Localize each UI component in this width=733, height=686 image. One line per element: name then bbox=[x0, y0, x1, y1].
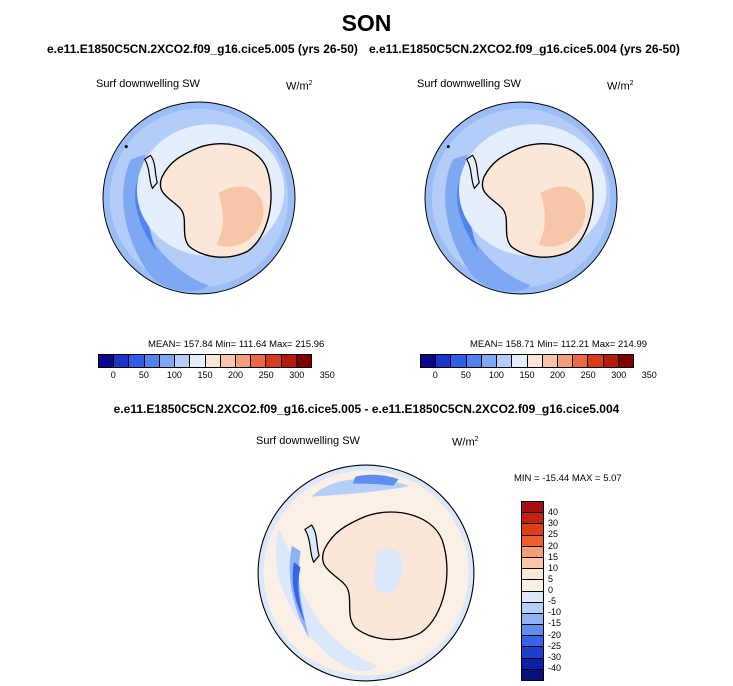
colorbar-swatch bbox=[557, 355, 574, 367]
colorbar-tick-label: 100 bbox=[166, 370, 182, 380]
right-units-label: W/m2 bbox=[607, 80, 634, 93]
right-polar-map bbox=[424, 101, 618, 295]
colorbar-tick-label: 50 bbox=[460, 370, 471, 380]
colorbar-swatch bbox=[114, 355, 130, 367]
colorbar-tick-label: 10 bbox=[548, 562, 559, 573]
colorbar-swatch bbox=[603, 355, 619, 367]
colorbar-swatch bbox=[522, 647, 543, 659]
left-polar-map bbox=[102, 101, 296, 295]
colorbar-swatch bbox=[451, 355, 467, 367]
left-case-header: e.e11.E1850C5CN.2XCO2.f09_g16.cice5.005 … bbox=[47, 42, 358, 56]
colorbar-swatch bbox=[235, 355, 252, 367]
figure-title: SON bbox=[341, 10, 392, 36]
left-units-label: W/m2 bbox=[286, 80, 313, 93]
colorbar-tick-label: 350 bbox=[319, 370, 335, 380]
colorbar-tick-label: 200 bbox=[228, 370, 244, 380]
colorbar-tick-label: 50 bbox=[138, 370, 149, 380]
colorbar-swatch bbox=[588, 355, 604, 367]
colorbar-tick-label: -10 bbox=[548, 607, 562, 618]
colorbar-swatch bbox=[205, 355, 221, 367]
colorbar-tick-label: 20 bbox=[548, 540, 559, 551]
colorbar-tick-label: 25 bbox=[548, 529, 559, 540]
right-variable-label: Surf downwelling SW bbox=[417, 78, 521, 90]
colorbar-swatch bbox=[527, 355, 543, 367]
right-colorbar: 0 50 100 150 200 250 300 350 bbox=[420, 354, 657, 380]
colorbar-swatch bbox=[618, 355, 634, 367]
colorbar-swatch bbox=[522, 613, 543, 626]
right-colorbar-ticks: 0 50 100 150 200 250 300 350 bbox=[420, 368, 657, 380]
colorbar-tick-label: -30 bbox=[548, 651, 562, 662]
colorbar-swatch bbox=[129, 355, 145, 367]
colorbar-swatch bbox=[522, 557, 543, 570]
colorbar-swatch bbox=[175, 355, 191, 367]
colorbar-tick-label: 350 bbox=[641, 370, 657, 380]
colorbar-swatch bbox=[522, 546, 543, 558]
colorbar-swatch bbox=[512, 355, 528, 367]
colorbar-tick-label: 5 bbox=[548, 573, 554, 584]
colorbar-swatch bbox=[522, 636, 543, 648]
colorbar-tick-label: 100 bbox=[488, 370, 504, 380]
colorbar-swatch bbox=[281, 355, 297, 367]
colorbar-tick-label: -5 bbox=[548, 596, 557, 607]
colorbar-tick-label: 0 bbox=[110, 370, 116, 380]
colorbar-tick-label: 15 bbox=[548, 551, 559, 562]
colorbar-tick-label: 200 bbox=[550, 370, 566, 380]
left-variable-label: Surf downwelling SW bbox=[96, 78, 200, 90]
colorbar-tick-label: -40 bbox=[548, 662, 562, 673]
colorbar-tick-label: 150 bbox=[197, 370, 213, 380]
colorbar-swatch bbox=[144, 355, 160, 367]
colorbar-tick-label: 300 bbox=[289, 370, 305, 380]
left-stats: MEAN= 157.84 Min= 111.64 Max= 215.96 bbox=[148, 339, 325, 350]
colorbar-tick-label: 300 bbox=[611, 370, 627, 380]
right-case-header: e.e11.E1850C5CN.2XCO2.f09_g16.cice5.004 … bbox=[369, 42, 680, 56]
colorbar-tick-label: 0 bbox=[432, 370, 438, 380]
diff-units-label: W/m2 bbox=[452, 436, 479, 449]
colorbar-swatch bbox=[522, 669, 543, 680]
colorbar-swatch bbox=[522, 513, 543, 525]
colorbar-swatch bbox=[522, 569, 543, 581]
diff-colorbar bbox=[521, 501, 544, 681]
colorbar-tick-label: 250 bbox=[258, 370, 274, 380]
colorbar-swatch bbox=[522, 502, 543, 514]
diff-title: e.e11.E1850C5CN.2XCO2.f09_g16.cice5.005 … bbox=[113, 402, 620, 416]
colorbar-swatch bbox=[466, 355, 482, 367]
colorbar-swatch bbox=[522, 602, 543, 614]
colorbar-swatch bbox=[159, 355, 176, 367]
left-colorbar: 0 50 100 150 200 250 300 350 bbox=[98, 354, 335, 380]
colorbar-swatch bbox=[522, 535, 543, 547]
colorbar-tick-label: 40 bbox=[548, 507, 559, 518]
colorbar-tick-label: -25 bbox=[548, 640, 562, 651]
colorbar-swatch bbox=[522, 625, 543, 637]
colorbar-swatch bbox=[497, 355, 513, 367]
colorbar-tick-label: 0 bbox=[548, 585, 554, 595]
colorbar-swatch bbox=[251, 355, 267, 367]
diff-polar-map bbox=[257, 464, 475, 682]
colorbar-tick-label: 250 bbox=[580, 370, 596, 380]
left-colorbar-ticks: 0 50 100 150 200 250 300 350 bbox=[98, 368, 335, 380]
colorbar-tick-label: 30 bbox=[548, 518, 559, 529]
colorbar-swatch bbox=[522, 524, 543, 536]
colorbar-swatch bbox=[436, 355, 452, 367]
colorbar-tick-label: -15 bbox=[548, 618, 562, 629]
colorbar-swatch bbox=[522, 591, 543, 603]
colorbar-swatch bbox=[522, 580, 543, 592]
colorbar-swatch bbox=[220, 355, 236, 367]
colorbar-swatch bbox=[542, 355, 558, 367]
colorbar-swatch bbox=[190, 355, 206, 367]
colorbar-swatch bbox=[99, 355, 115, 367]
colorbar-swatch bbox=[266, 355, 282, 367]
colorbar-swatch bbox=[421, 355, 437, 367]
colorbar-swatch bbox=[481, 355, 498, 367]
right-stats: MEAN= 158.71 Min= 112.21 Max= 214.99 bbox=[470, 339, 648, 350]
colorbar-swatch bbox=[296, 355, 312, 367]
diff-variable-label: Surf downwelling SW bbox=[256, 435, 360, 447]
diff-stats: MIN = -15.44 MAX = 5.07 bbox=[514, 473, 622, 484]
colorbar-swatch bbox=[522, 658, 543, 670]
colorbar-tick-label: 150 bbox=[519, 370, 535, 380]
colorbar-swatch bbox=[573, 355, 589, 367]
colorbar-tick-label: -20 bbox=[548, 629, 562, 640]
